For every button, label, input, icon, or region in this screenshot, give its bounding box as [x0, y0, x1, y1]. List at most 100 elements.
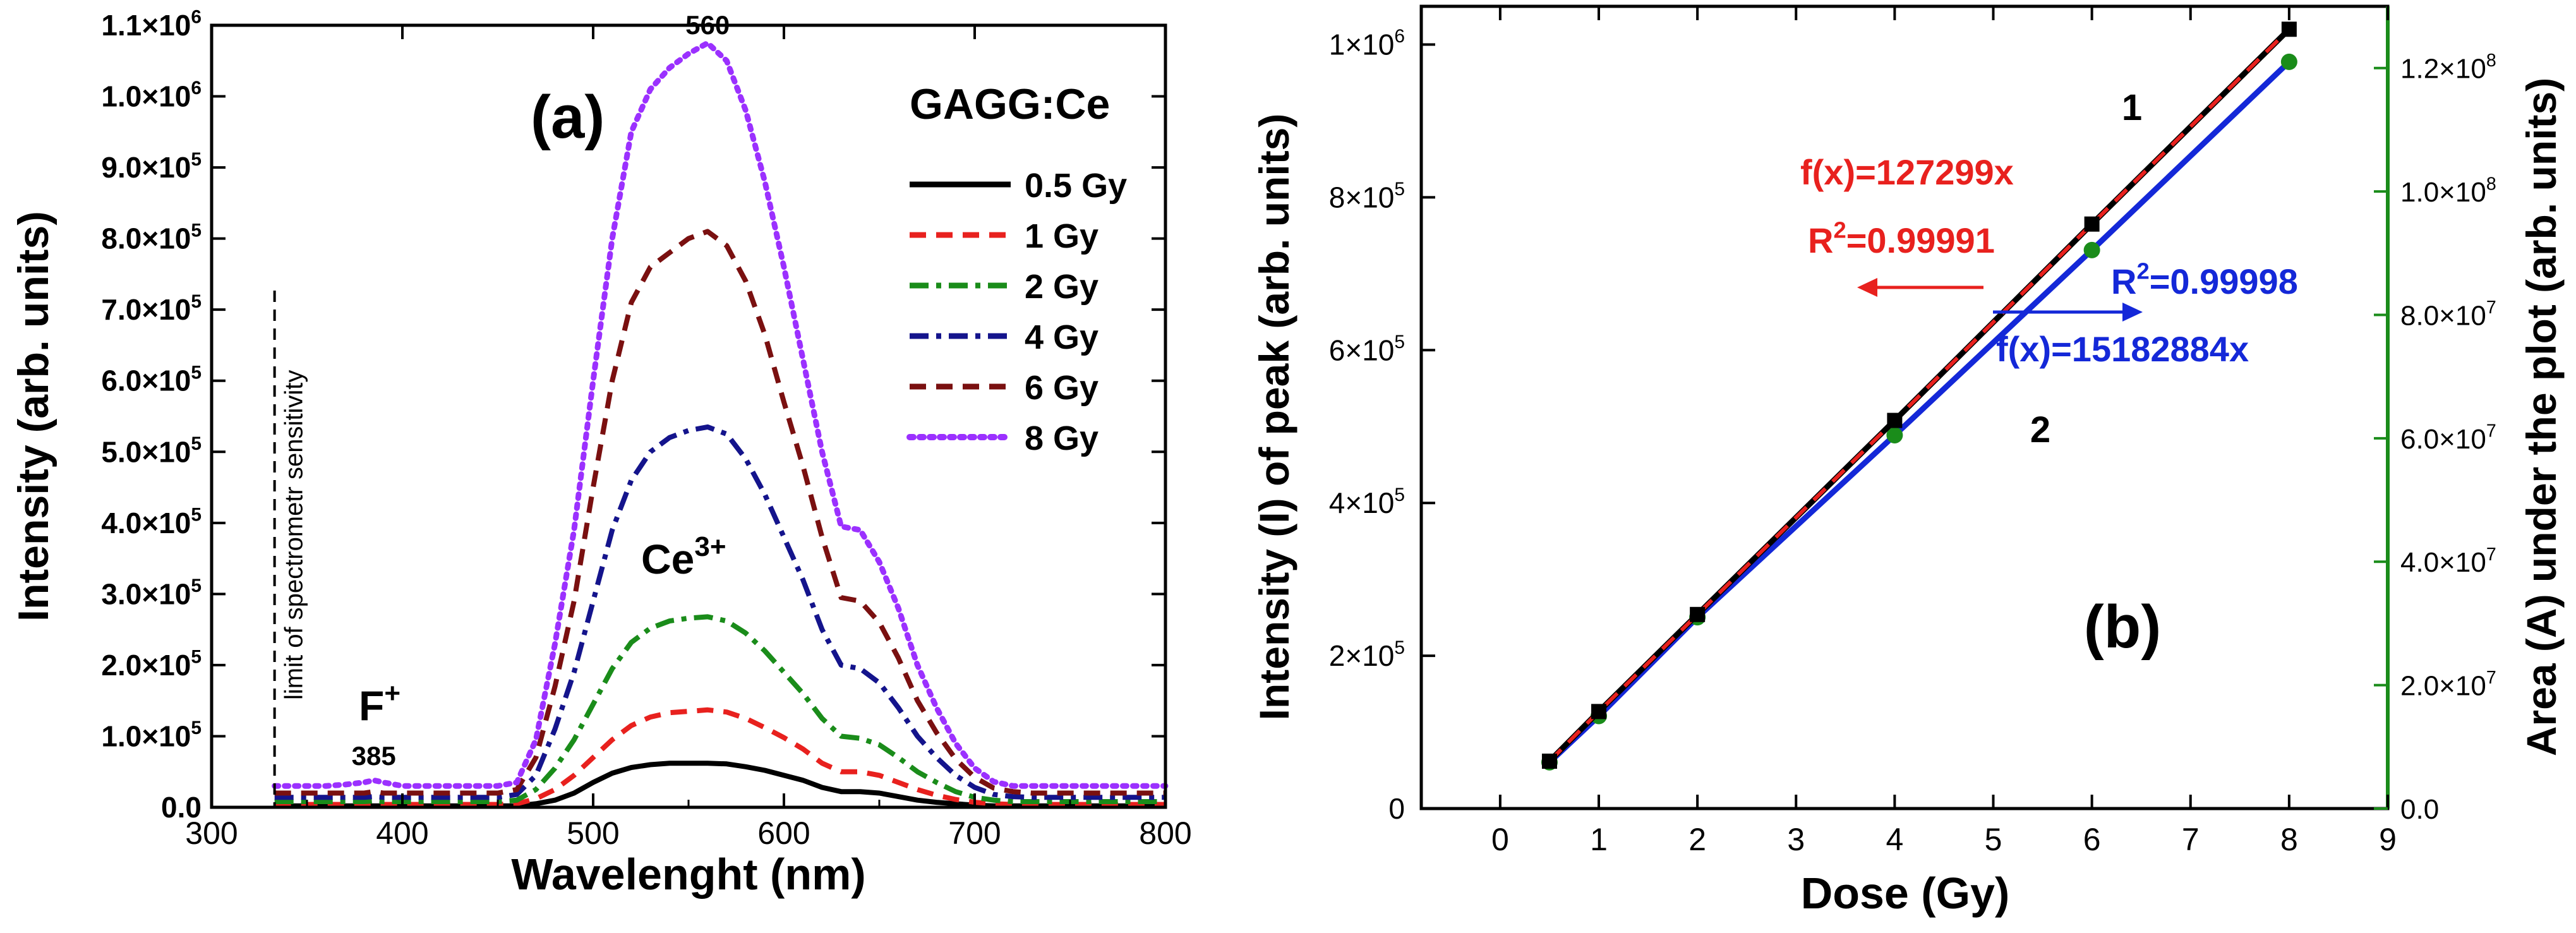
b-series-1-point: [2084, 216, 2100, 232]
fit-2-arrowhead: [2122, 303, 2143, 322]
ce3-label-base: Ce: [641, 536, 694, 582]
legend-label-6-Gy: 6 Gy: [1025, 369, 1098, 407]
a-series-8-Gy: [272, 40, 1169, 789]
b-x-tick-label: 5: [1985, 822, 2002, 857]
b-left-y-tick-label-sup: 5: [1394, 485, 1405, 505]
panel-b: 0 1 2 3 4 5 6 7 8 902×1054×1056×1058×1051×1060.02…: [1251, 4, 2565, 918]
b-right-y-tick-label: 4.0×107: [2400, 545, 2496, 578]
a-y-tick-label-base: 9.0×10: [101, 151, 191, 184]
a-y-tick-label-sup: 5: [191, 291, 202, 312]
a-y-tick-label-sup: 5: [191, 149, 202, 170]
a-y-tick-label: 4.0×105: [101, 504, 202, 539]
a-y-tick-label: 1.0×105: [101, 718, 202, 752]
a-y-tick-label-base: 2.0×10: [101, 649, 191, 682]
b-right-y-tick-label-base: 8.0×10: [2400, 300, 2486, 331]
legend-label-0-5-Gy: 0.5 Gy: [1025, 167, 1127, 205]
b-x-tick-label: 0: [1491, 822, 1509, 857]
b-left-y-tick-label: 8×105: [1329, 179, 1405, 214]
a-y-tick-label-base: 5.0×10: [101, 435, 191, 468]
panel-b-label: (b): [2084, 593, 2162, 661]
b-left-y-tick-label-sup: 5: [1394, 179, 1405, 200]
b-x-tick-label: 8: [2280, 822, 2298, 857]
a-y-tick-label-sup: 5: [191, 575, 202, 596]
fit-1-r2-sup: 2: [1833, 217, 1846, 243]
b-right-y-tick-label: 1.0×108: [2400, 174, 2496, 208]
fit-1-r2-value: =0.99991: [1846, 220, 1995, 260]
b-x-tick-label: 1: [1590, 822, 1608, 857]
a-y-tick-label-base: 7.0×10: [101, 293, 191, 326]
a-y-tick-label-sup: 5: [191, 220, 202, 241]
panel-a-label: (a): [531, 83, 605, 151]
b-right-y-tick-label-base: 1.2×10: [2400, 54, 2486, 85]
b-right-y-tick-label-base: 1.0×10: [2400, 177, 2486, 208]
b-right-y-tick-label-sup: 7: [2486, 668, 2496, 688]
a-x-tick-label: 300: [185, 816, 238, 851]
b-right-y-tick-label: 6.0×107: [2400, 421, 2496, 454]
fit-2-r2-sup: 2: [2136, 258, 2149, 284]
peak-560-label: 560: [685, 10, 730, 40]
b-x-tick-label: 7: [2182, 822, 2200, 857]
b-series-1-point: [1541, 754, 1557, 769]
panel-a-frame: [210, 23, 1167, 809]
a-y-tick-label-base: 0.0: [161, 791, 202, 824]
b-series-2-point: [2083, 241, 2100, 258]
fit-1-equation: f(x)=127299x: [1800, 152, 2014, 192]
panel-a-legend: 0.5 Gy 1 Gy 2 Gy 4 Gy 6 Gy 8 Gy: [906, 167, 1127, 457]
panel-a-axes: 300 400 500 600 700 8000.01.0×1052.0×1053.0×1…: [101, 7, 1191, 851]
b-left-y-tick-label-base: 6×10: [1329, 334, 1395, 366]
b-left-y-tick-label-base: 8×10: [1329, 181, 1395, 214]
a-y-tick-label-base: 8.0×10: [101, 222, 191, 255]
panel-a-x-axis-label: Wavelenght (nm): [511, 850, 865, 899]
b-left-y-tick-label: 2×105: [1329, 637, 1405, 672]
b-series-2-point: [2280, 53, 2297, 70]
legend-label-4-Gy: 4 Gy: [1025, 318, 1098, 356]
b-right-y-tick-label: 8.0×107: [2400, 298, 2496, 331]
a-x-tick-label: 700: [948, 816, 1001, 851]
panel-b-annotations: 12f(x)=127299xR2=0.99991R2=0.99998f(x)=1…: [1800, 87, 2298, 450]
b-x-tick-label: 9: [2379, 822, 2397, 857]
a-y-tick-label: 0.0: [161, 791, 202, 824]
a-y-tick-label: 1.1×106: [101, 7, 202, 42]
b-x-tick-label: 4: [1886, 822, 1903, 857]
fit-1-r2-base: R: [1808, 220, 1833, 260]
b-left-y-tick-label: 0: [1388, 792, 1405, 825]
a-y-tick-label: 3.0×105: [101, 575, 202, 610]
b-right-y-tick-label-sup: 8: [2486, 51, 2496, 71]
panel-b-series-group: [1541, 21, 2297, 771]
b-right-y-tick-label-sup: 7: [2486, 545, 2496, 565]
b-series-1-point: [1690, 606, 1706, 622]
b-x-tick-label: 6: [2083, 822, 2101, 857]
b-left-y-tick-label-base: 4×10: [1329, 486, 1395, 519]
b-right-y-tick-label-base: 6.0×10: [2400, 424, 2486, 455]
b-x-tick-label: 2: [1688, 822, 1706, 857]
fit-2-equation: f(x)=15182884x: [1996, 329, 2249, 369]
b-right-y-tick-label: 0.0: [2400, 794, 2439, 825]
fit-2-r2-base: R: [2111, 262, 2136, 301]
b-left-y-tick-label: 1×106: [1329, 26, 1405, 61]
fit-2-r2-value: =0.99998: [2150, 262, 2298, 301]
a-y-tick-label: 2.0×105: [101, 647, 202, 682]
b-series-1-point: [1887, 412, 1903, 428]
a-y-tick-label: 6.0×105: [101, 362, 202, 397]
a-x-tick-label: 500: [567, 816, 619, 851]
a-y-tick-label: 7.0×105: [101, 291, 202, 326]
ce3-label-sup: 3+: [694, 531, 726, 562]
a-x-tick-label: 600: [757, 816, 810, 851]
b-right-y-tick-label-base: 0.0: [2400, 794, 2439, 825]
material-label: GAGG:Ce: [910, 80, 1110, 128]
panel-b-left-y-axis-label: Intensity (I) of peak (arb. units): [1251, 114, 1297, 721]
b-series-1-point: [2281, 21, 2297, 37]
panel-a: 300 400 500 600 700 8000.01.0×1052.0×1053.0×1…: [9, 7, 1192, 899]
a-y-tick-label: 8.0×105: [101, 220, 202, 255]
a-series-2-Gy: [274, 614, 1165, 804]
panel-b-right-y-axis-label: Area (A) under the plot (arb. units): [2518, 78, 2565, 756]
a-y-tick-label-sup: 5: [191, 362, 202, 383]
b-left-y-tick-label-sup: 5: [1394, 637, 1405, 658]
legend-label-8-Gy: 8 Gy: [1025, 419, 1098, 457]
b-right-y-tick-label-base: 4.0×10: [2400, 547, 2486, 578]
a-y-tick-label-base: 1.0×10: [101, 719, 191, 752]
b-right-y-tick-label-sup: 8: [2486, 174, 2496, 195]
f-plus-label: F+: [359, 678, 400, 729]
b-right-y-tick-label: 1.2×108: [2400, 51, 2496, 84]
